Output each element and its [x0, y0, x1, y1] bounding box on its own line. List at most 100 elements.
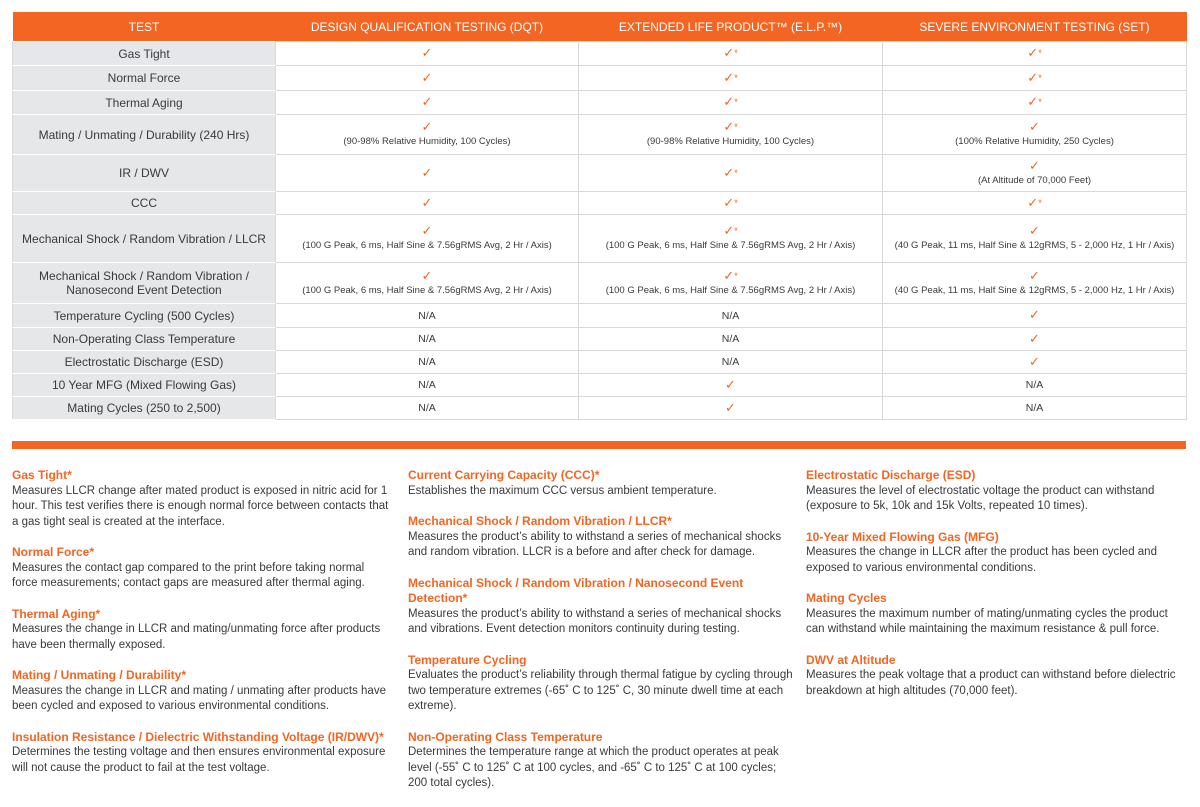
table-row: Temperature Cycling (500 Cycles) N/A N/A ✓	[12, 303, 1187, 328]
result-cell: N/A	[275, 373, 579, 397]
definition-title: Current Carrying Capacity (CCC)*	[408, 468, 600, 482]
test-name: Mating / Unmating / Durability (240 Hrs)	[12, 114, 276, 155]
definition-title: Non-Operating Class Temperature	[408, 729, 603, 744]
test-name: Non-Operating Class Temperature	[12, 327, 276, 351]
result-cell: ✓	[578, 373, 883, 397]
table-row: Gas Tight ✓ ✓* ✓*	[12, 41, 1187, 66]
cell-note: (90-98% Relative Humidity, 100 Cycles)	[343, 136, 511, 147]
test-name: Thermal Aging	[12, 90, 276, 115]
table-row: Mechanical Shock / Random Vibration / LL…	[12, 214, 1187, 263]
result-cell: ✓ (At Altitude of 70,000 Feet)	[882, 154, 1187, 192]
asterisk-icon: *	[1038, 97, 1042, 107]
checkmark-icon: ✓	[421, 164, 433, 180]
definition-body: Measures the change in LLCR and mating /…	[12, 684, 386, 713]
na-text: N/A	[418, 402, 436, 414]
asterisk-icon: *	[734, 167, 738, 178]
test-name: 10 Year MFG (Mixed Flowing Gas)	[12, 373, 276, 397]
cell-note: (At Altitude of 70,000 Feet)	[977, 174, 1091, 186]
checkmark-icon: ✓	[1029, 267, 1040, 283]
result-cell: ✓ (40 G Peak, 11 ms, Half Sine & 12gRMS, …	[882, 262, 1187, 304]
result-cell: ✓	[882, 350, 1187, 374]
checkmark-icon: ✓	[723, 119, 735, 134]
test-comparison-table: TEST DESIGN QUALIFICATION TESTING (DQT) …	[12, 12, 1187, 420]
na-text: N/A	[721, 309, 740, 322]
result-cell: N/A	[882, 373, 1187, 397]
checkmark-icon: ✓	[723, 94, 735, 109]
result-cell: N/A	[882, 396, 1187, 420]
na-text: N/A	[1025, 379, 1044, 391]
checkmark-icon: ✓	[723, 194, 735, 210]
definition-title: Insulation Resistance / Dielectric Withs…	[12, 729, 384, 744]
na-text: N/A	[1025, 402, 1044, 414]
definition-body: Determines the temperature range at whic…	[408, 746, 779, 789]
result-cell: ✓* (100 G Peak, 6 ms, Half Sine & 7.56gRM…	[578, 214, 883, 263]
result-cell: N/A	[275, 327, 579, 351]
na-text: N/A	[721, 356, 740, 368]
test-name: Mechanical Shock / Random Vibration / Na…	[12, 262, 276, 304]
definition-title: Temperature Cycling	[408, 652, 527, 667]
table-row: CCC ✓ ✓* ✓*	[12, 191, 1187, 215]
cell-note: (100 G Peak, 6 ms, Half Sine & 7.56gRMS …	[605, 240, 856, 251]
table-row: Normal Force ✓ ✓* ✓*	[12, 65, 1187, 91]
definition-body: Measures the peak voltage that a product…	[806, 669, 1176, 697]
checkmark-icon: ✓	[421, 45, 433, 60]
result-cell: ✓ (100 G Peak, 6 ms, Half Sine & 7.56gRMS…	[275, 262, 579, 304]
definition-body: Determines the testing voltage and then …	[12, 746, 386, 774]
table-row: IR / DWV ✓ ✓* ✓ (At Altitude of 70,000 Feet)	[12, 154, 1187, 192]
checkmark-icon: ✓	[421, 194, 433, 210]
result-cell: ✓	[275, 65, 579, 91]
na-text: N/A	[721, 333, 740, 345]
header-elp: EXTENDED LIFE PRODUCT™ (E.L.P.™)	[578, 12, 883, 42]
checkmark-icon: ✓	[723, 164, 735, 180]
cell-note: (100 G Peak, 6 ms, Half Sine & 7.56gRMS …	[605, 284, 856, 296]
checkmark-icon: ✓	[1029, 330, 1040, 346]
header-set: SEVERE ENVIRONMENT TESTING (SET)	[882, 12, 1187, 42]
test-name: Temperature Cycling (500 Cycles)	[12, 303, 276, 328]
result-cell: ✓ (100 G Peak, 6 ms, Half Sine & 7.56gRMS…	[275, 214, 579, 263]
na-text: N/A	[418, 356, 436, 368]
table-row: Thermal Aging ✓ ✓* ✓*	[12, 90, 1187, 115]
result-cell: ✓*	[578, 154, 883, 192]
cell-note: (40 G Peak, 11 ms, Half Sine & 12gRMS, 5…	[894, 240, 1175, 251]
result-cell: ✓*	[578, 191, 883, 215]
result-cell: ✓ (40 G Peak, 11 ms, Half Sine & 12gRMS, …	[882, 214, 1187, 263]
result-cell: ✓*	[882, 41, 1187, 66]
result-cell: ✓	[882, 327, 1187, 351]
checkmark-icon: ✓	[421, 223, 433, 238]
table-row: 10 Year MFG (Mixed Flowing Gas) N/A ✓ N/A	[12, 373, 1187, 397]
table-row: Mating Cycles (250 to 2,500) N/A ✓ N/A	[12, 396, 1187, 420]
checkmark-icon: ✓	[1029, 307, 1040, 322]
definition-body: Measures the level of electrostatic volt…	[806, 484, 1155, 513]
checkmark-icon: ✓	[1027, 69, 1039, 85]
definition-title: Mating / Unmating / Durability*	[12, 668, 187, 682]
result-cell: ✓	[578, 396, 883, 420]
checkmark-icon: ✓	[1029, 223, 1040, 238]
result-cell: ✓*	[882, 191, 1187, 215]
result-cell: ✓	[275, 90, 579, 115]
cell-note: (40 G Peak, 11 ms, Half Sine & 12gRMS, 5…	[894, 284, 1175, 296]
asterisk-icon: *	[734, 270, 738, 281]
cell-note: (100 G Peak, 6 ms, Half Sine & 7.56gRMS …	[302, 284, 552, 296]
definition-body: Measures LLCR change after mated product…	[12, 484, 389, 528]
table-header: TEST DESIGN QUALIFICATION TESTING (DQT) …	[12, 12, 1187, 42]
checkmark-icon: ✓	[1027, 194, 1039, 210]
test-name: Electrostatic Discharge (ESD)	[12, 350, 276, 374]
definition-title: 10-Year Mixed Flowing Gas (MFG)	[806, 529, 999, 544]
asterisk-icon: *	[734, 97, 738, 107]
result-cell: ✓	[275, 41, 579, 66]
result-cell: ✓	[275, 154, 579, 192]
test-name: IR / DWV	[12, 154, 276, 192]
checkmark-icon: ✓	[421, 267, 433, 283]
result-cell: ✓*	[882, 90, 1187, 115]
result-cell: ✓	[882, 303, 1187, 328]
definition-title: Gas Tight*	[12, 468, 72, 482]
checkmark-icon: ✓	[723, 267, 735, 283]
definition-body: Measures the change in LLCR and mating/u…	[12, 623, 381, 651]
result-cell: ✓*	[578, 65, 883, 91]
result-cell: ✓*	[578, 90, 883, 115]
na-text: N/A	[418, 379, 436, 391]
result-cell: ✓* (90-98% Relative Humidity, 100 Cycles)	[578, 114, 883, 155]
definition-body: Measures the change in LLCR after the pr…	[806, 546, 1157, 574]
test-name: Gas Tight	[12, 41, 276, 66]
definitions-column: Current Carrying Capacity (CCC)* Establis…	[408, 468, 793, 807]
